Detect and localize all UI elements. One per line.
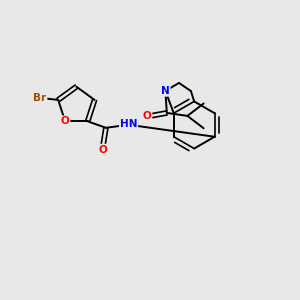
Text: O: O [143,111,152,121]
Text: HN: HN [120,119,137,129]
Text: O: O [99,145,107,154]
Text: O: O [61,116,70,126]
Text: N: N [161,86,170,96]
Text: Br: Br [33,93,46,103]
